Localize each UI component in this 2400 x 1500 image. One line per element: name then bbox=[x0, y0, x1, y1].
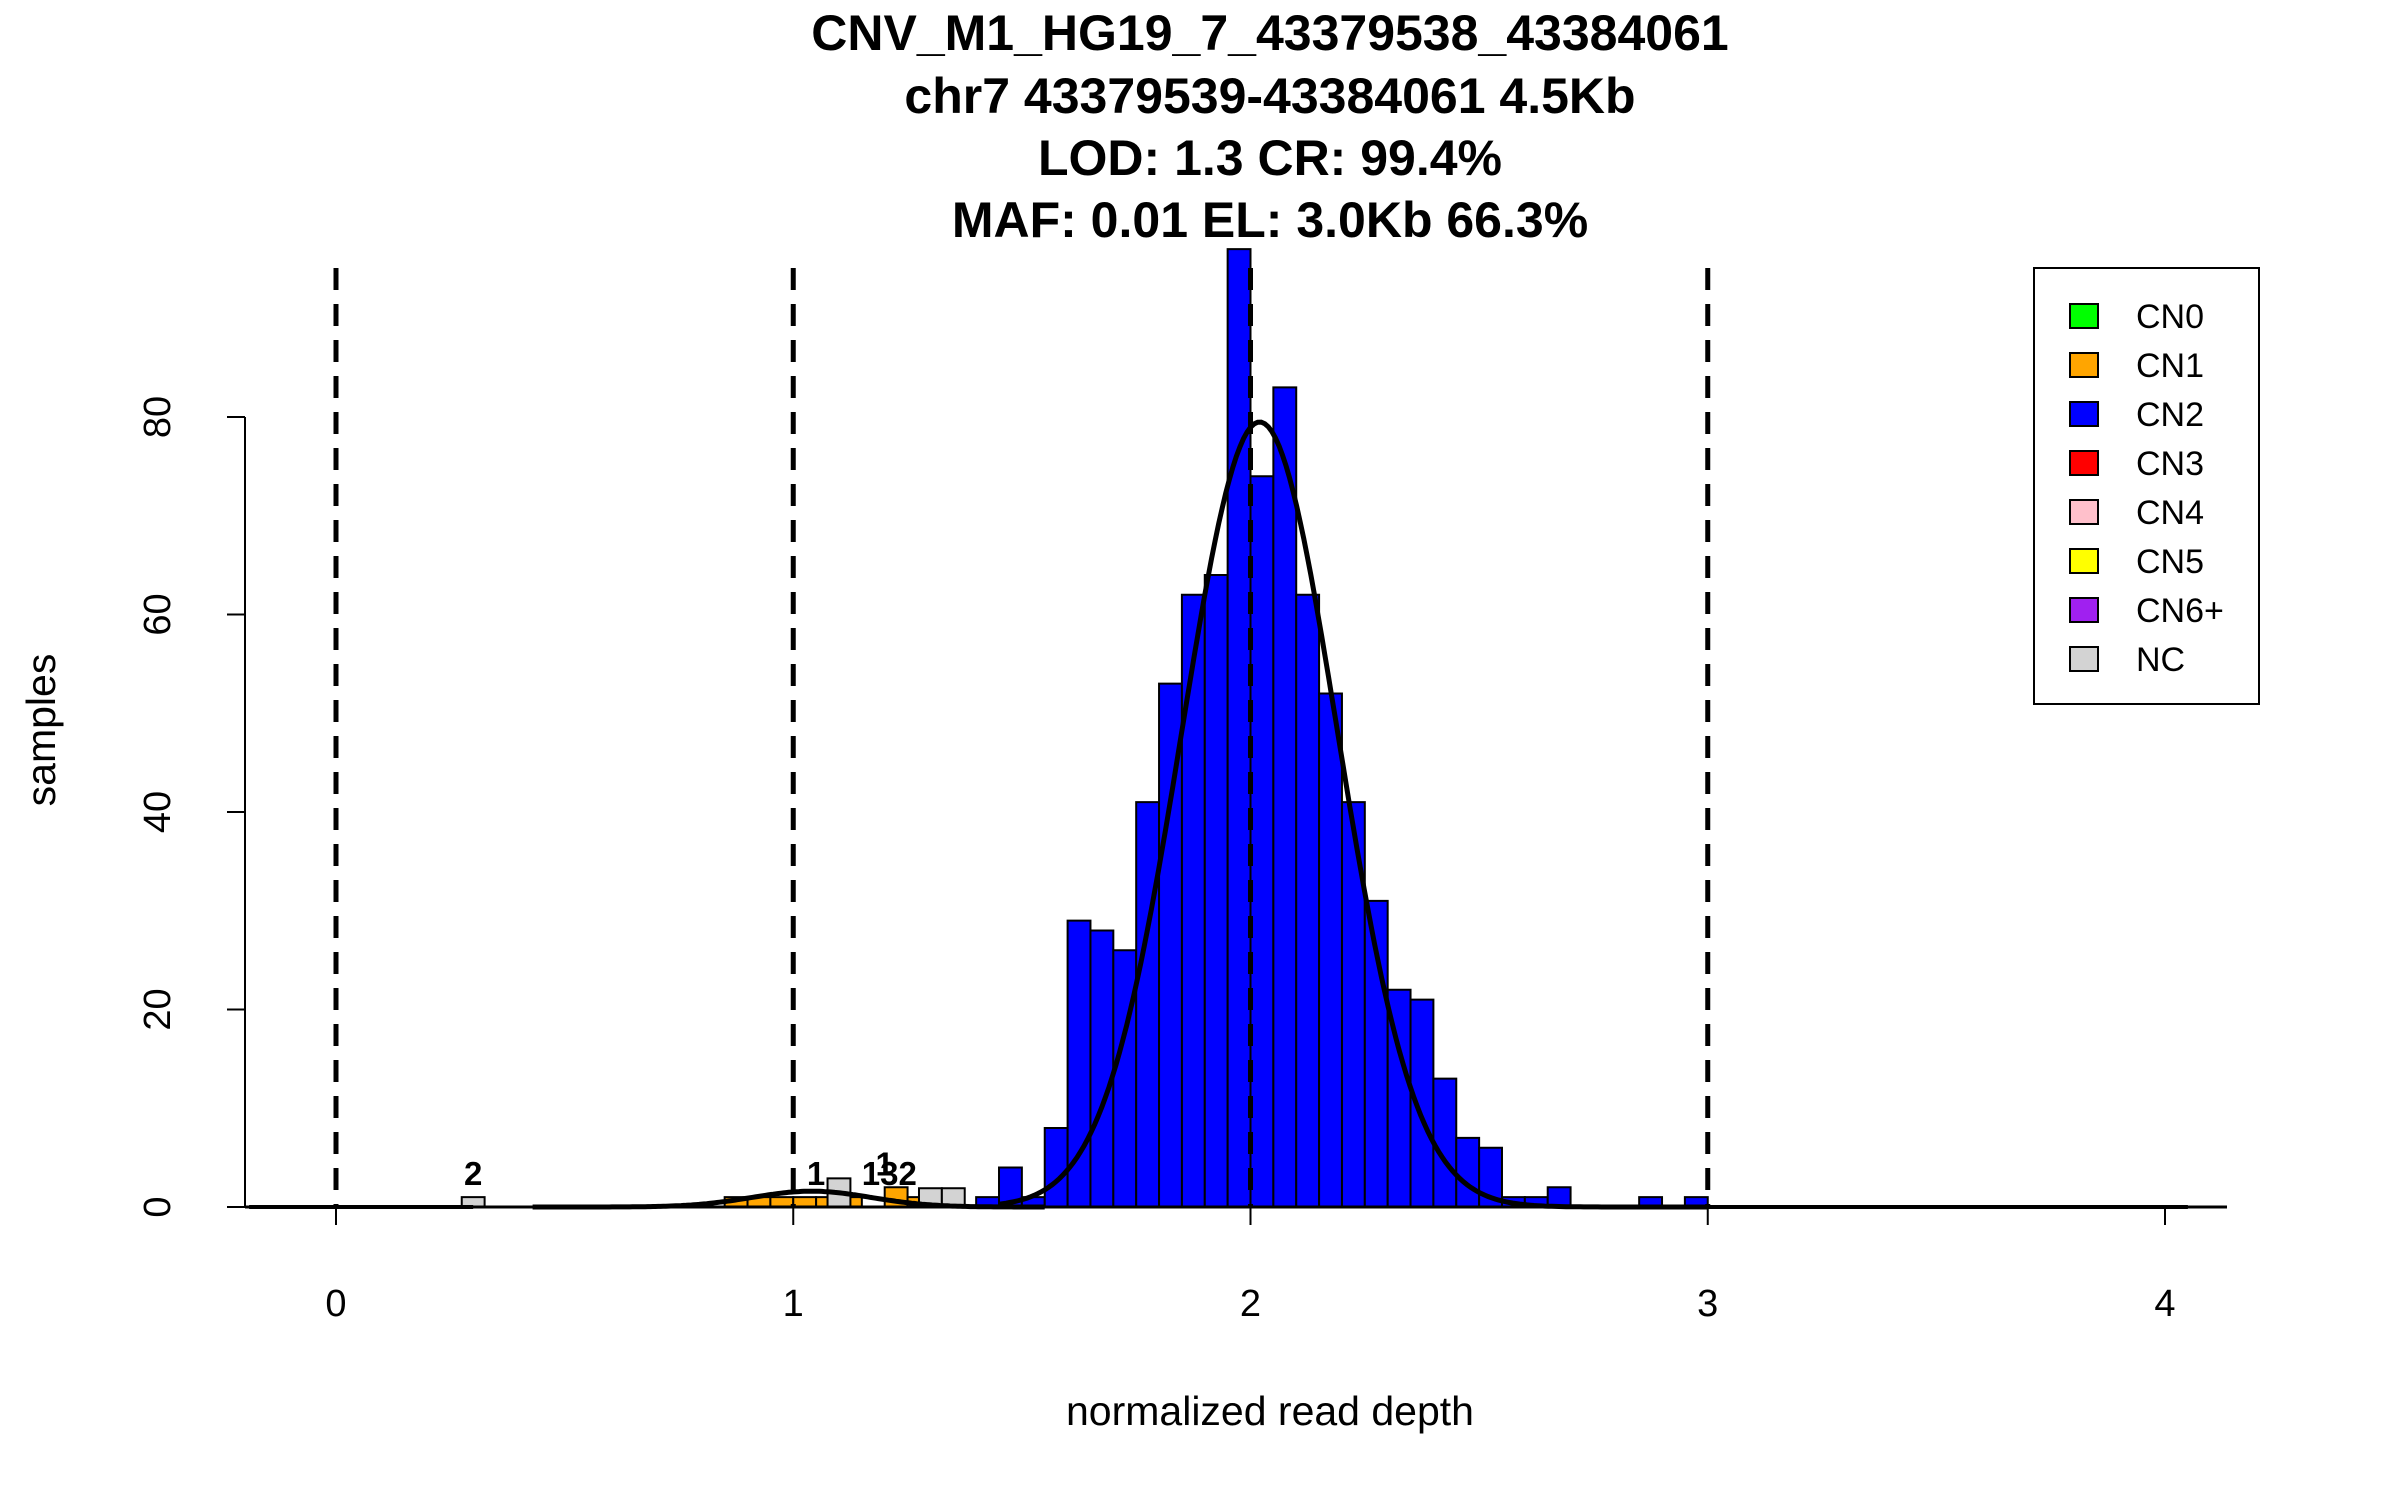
y-tick-label-40: 40 bbox=[137, 791, 179, 833]
bar-cn2-20 bbox=[1432, 1077, 1458, 1208]
legend-label-cn5: CN5 bbox=[2136, 543, 2204, 581]
y-axis: 0 20 40 60 80 bbox=[137, 396, 246, 1218]
title-line-3: LOD: 1.3 CR: 99.4% bbox=[1038, 130, 1502, 186]
legend-swatch-cn0 bbox=[2069, 303, 2099, 329]
y-tick-label-20: 20 bbox=[137, 988, 179, 1030]
bar-count-label-0: 2 bbox=[464, 1155, 482, 1192]
legend-label-cn1: CN1 bbox=[2136, 347, 2204, 385]
x-tick-label-4: 4 bbox=[2154, 1283, 2175, 1325]
legend-swatch-nc bbox=[2069, 646, 2099, 672]
legend-label-cn6plus: CN6+ bbox=[2136, 592, 2224, 630]
y-tick-label-0: 0 bbox=[137, 1196, 179, 1217]
bar-count-label-2: 1 bbox=[876, 1145, 894, 1182]
bar-cn2-15 bbox=[1318, 692, 1343, 1208]
bar-cn2-3 bbox=[1043, 1127, 1069, 1208]
bar-cn2-21 bbox=[1455, 1136, 1481, 1208]
legend-label-cn2: CN2 bbox=[2136, 396, 2204, 434]
legend-swatch-cn3 bbox=[2069, 450, 2099, 476]
x-tick-label-3: 3 bbox=[1697, 1283, 1718, 1325]
bar-count-label-1: 1 bbox=[807, 1155, 825, 1192]
y-tick-label-60: 60 bbox=[137, 593, 179, 635]
legend: CN0 CN1 CN2 CN3 CN4 CN5 CN6+ NC bbox=[2033, 267, 2260, 705]
bar-cn2-14 bbox=[1295, 593, 1321, 1208]
x-axis-label: normalized read depth bbox=[1066, 1388, 1474, 1434]
legend-label-nc: NC bbox=[2136, 641, 2185, 679]
title-line-2: chr7 43379539-43384061 4.5Kb bbox=[904, 68, 1635, 124]
title-line-4: MAF: 0.01 EL: 3.0Kb 66.3% bbox=[952, 192, 1588, 248]
bar-cn2-9 bbox=[1180, 593, 1206, 1208]
bar-cn2-5 bbox=[1089, 929, 1115, 1208]
y-axis-label: samples bbox=[18, 654, 64, 807]
x-tick-label-1: 1 bbox=[783, 1283, 804, 1325]
copy-number-reference-lines bbox=[333, 268, 1711, 1207]
histogram-bars bbox=[460, 248, 1709, 1209]
bar-count-label-3: 132 bbox=[862, 1155, 917, 1192]
legend-label-cn3: CN3 bbox=[2136, 445, 2204, 483]
x-tick-label-0: 0 bbox=[325, 1283, 346, 1325]
legend-swatch-cn1 bbox=[2069, 352, 2099, 378]
x-tick-label-2: 2 bbox=[1240, 1283, 1261, 1325]
legend-swatch-cn6plus bbox=[2069, 597, 2099, 623]
bar-cn2-7 bbox=[1135, 801, 1161, 1208]
legend-swatch-cn5 bbox=[2069, 548, 2099, 574]
title-line-1: CNV_M1_HG19_7_43379538_43384061 bbox=[811, 5, 1728, 61]
chart-title: CNV_M1_HG19_7_43379538_43384061 chr7 433… bbox=[811, 5, 1728, 248]
x-axis: 0 1 2 3 4 bbox=[245, 1205, 2227, 1325]
legend-label-cn0: CN0 bbox=[2136, 298, 2204, 336]
y-tick-label-80: 80 bbox=[137, 396, 179, 438]
legend-box bbox=[2033, 267, 2260, 705]
bar-cn2-11 bbox=[1226, 248, 1252, 1208]
bar-cn2-12 bbox=[1249, 475, 1275, 1208]
bar-cn2-13 bbox=[1272, 386, 1298, 1208]
legend-swatch-cn4 bbox=[2069, 499, 2099, 525]
legend-swatch-cn2 bbox=[2069, 401, 2099, 427]
bar-cn2-10 bbox=[1203, 574, 1229, 1208]
legend-label-cn4: CN4 bbox=[2136, 494, 2204, 532]
